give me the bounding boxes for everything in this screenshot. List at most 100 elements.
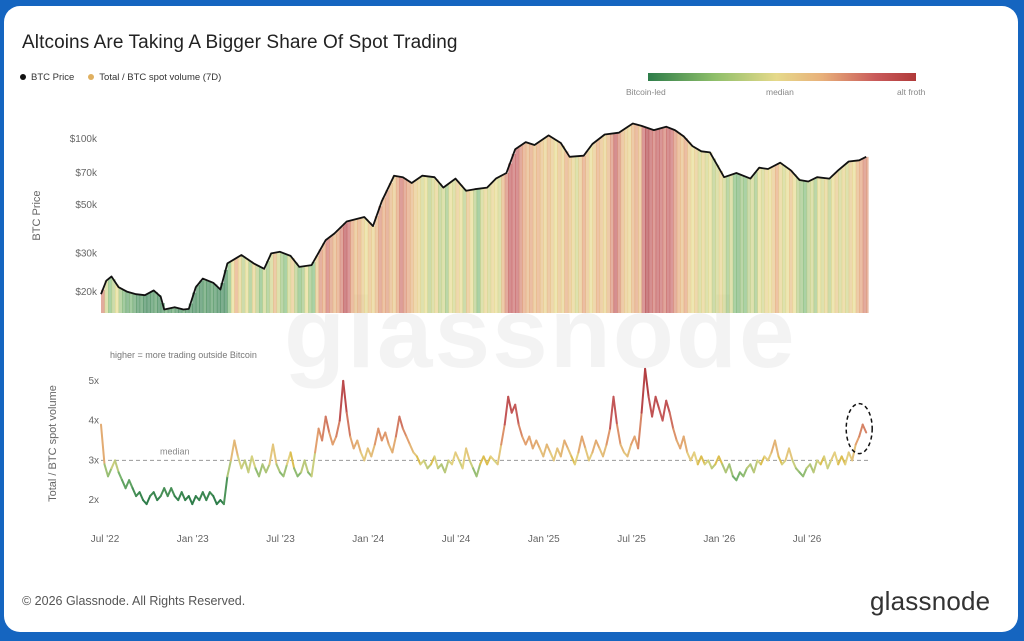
ratio-line-segment (145, 495, 152, 506)
price-band (866, 156, 869, 313)
ratio-line-segment (528, 435, 534, 450)
ratio-line-segment (335, 419, 341, 438)
price-band (852, 160, 857, 313)
price-band (423, 176, 429, 313)
top-panel-axis: $20k $30k $50k $70k $100k BTC Price (31, 134, 98, 298)
ratio-line-segment (612, 395, 618, 426)
top-y-tick-label: $100k (70, 134, 98, 145)
price-band (581, 155, 587, 313)
ratio-line-segment (802, 467, 808, 478)
price-band (139, 294, 144, 313)
x-tick-label: Jul '24 (442, 534, 471, 545)
ratio-line-segment (100, 423, 106, 466)
price-band (785, 167, 790, 313)
ratio-line-segment (138, 491, 145, 502)
ratio-line-segment (201, 491, 208, 502)
price-band (371, 226, 376, 313)
price-band (269, 253, 274, 313)
ratio-line-segment (451, 451, 457, 466)
ratio-line-segment (331, 435, 338, 446)
ratio-line-segment (293, 467, 299, 478)
price-band (111, 279, 116, 313)
price-band (518, 145, 523, 313)
price-band (817, 177, 822, 313)
ratio-line-segment (812, 459, 819, 474)
ratio-line-segment (401, 427, 408, 438)
price-band (132, 293, 137, 313)
bottom-panel-annotation: higher = more trading outside Bitcoin (110, 350, 257, 360)
price-band (725, 175, 730, 313)
ratio-line-segment (187, 495, 194, 506)
price-band (525, 142, 530, 313)
price-band (764, 168, 769, 313)
legend-label-btc-price: BTC Price (31, 72, 75, 83)
price-band (736, 173, 741, 313)
price-band (606, 134, 611, 313)
price-band (602, 134, 608, 313)
price-band (469, 189, 474, 313)
price-band (223, 269, 228, 313)
price-band (406, 180, 411, 313)
ratio-line-segment (767, 451, 773, 462)
ratio-line-segment (338, 379, 345, 422)
ratio-line-segment (693, 451, 699, 466)
price-band (157, 295, 162, 313)
price-band (459, 184, 464, 313)
ratio-line-segment (665, 399, 671, 414)
price-band (841, 165, 846, 313)
ratio-line-segment (517, 423, 524, 438)
ratio-line-segment (342, 379, 348, 414)
ratio-line-segment (398, 415, 404, 430)
price-band (374, 216, 379, 313)
price-band (827, 178, 832, 313)
ratio-line-segment (563, 439, 569, 450)
price-band (694, 148, 699, 313)
price-band (294, 262, 299, 313)
price-band (146, 293, 151, 313)
price-band (125, 291, 130, 313)
price-band (588, 146, 594, 313)
price-band (673, 130, 678, 313)
price-band (855, 160, 860, 313)
price-band (315, 255, 320, 313)
price-band (174, 307, 179, 313)
ratio-line-segment (672, 427, 678, 442)
chart-title: Altcoins Are Taking A Bigger Share Of Sp… (22, 32, 458, 53)
bottom-y-tick-label: 4x (88, 416, 99, 427)
ratio-line-segment (152, 491, 159, 502)
price-band (511, 153, 516, 313)
price-band (690, 146, 695, 313)
bottom-panel-axis: 2x 3x 4x 5x Total / BTC spot volume median hig… (47, 350, 868, 506)
price-band (592, 142, 597, 313)
price-band (659, 128, 664, 313)
ratio-line-segment (573, 451, 580, 466)
ratio-line-segment (514, 403, 520, 426)
ratio-line-segment (131, 487, 138, 498)
price-band (813, 178, 818, 313)
price-band (251, 263, 257, 313)
ratio-line-segment (651, 395, 657, 418)
color-scale-left-label: Bitcoin-led (626, 87, 666, 97)
price-band (262, 268, 267, 313)
price-band (220, 282, 225, 313)
ratio-line-segment (465, 447, 471, 462)
ratio-line-segment (700, 455, 706, 466)
price-band (743, 176, 748, 313)
price-band (129, 292, 134, 313)
price-band (329, 236, 334, 313)
ratio-line-segment (475, 463, 482, 478)
price-band (655, 129, 660, 313)
price-band (732, 173, 737, 313)
price-band (273, 252, 278, 313)
price-band (480, 188, 485, 313)
price-band (560, 145, 565, 313)
ratio-line-segment (314, 427, 320, 454)
price-band (455, 180, 460, 313)
ratio-line-segment (258, 463, 264, 478)
price-band (280, 252, 285, 313)
ratio-line-segment (777, 455, 783, 466)
ratio-line-segment (191, 495, 197, 506)
price-band (789, 170, 794, 313)
price-band (782, 165, 787, 313)
ratio-line-segment (566, 447, 573, 458)
